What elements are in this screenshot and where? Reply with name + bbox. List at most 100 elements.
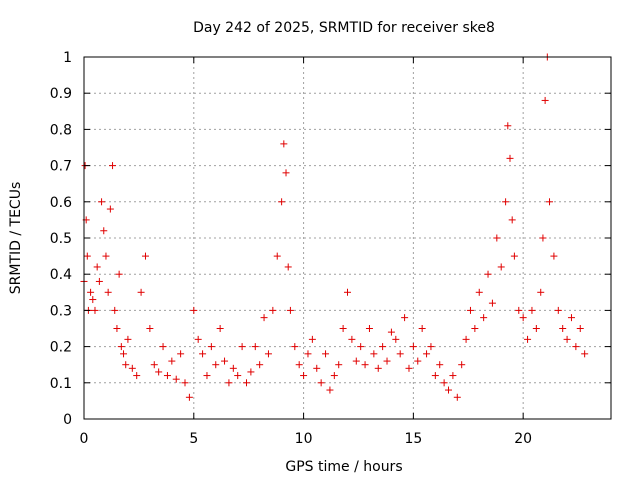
data-point	[133, 372, 141, 380]
data-point	[100, 227, 108, 235]
data-point	[280, 140, 288, 148]
data-point	[128, 364, 136, 372]
data-point	[273, 252, 281, 260]
data-point	[300, 372, 308, 380]
data-point	[295, 361, 303, 369]
x-axis-label: GPS time / hours	[285, 459, 402, 475]
axis-ticks-layer	[83, 56, 611, 420]
data-point	[427, 343, 435, 351]
data-point	[396, 350, 404, 358]
data-point	[546, 198, 554, 206]
data-point	[115, 270, 123, 278]
data-point	[383, 357, 391, 365]
data-point	[528, 306, 536, 314]
data-point	[414, 357, 422, 365]
data-point	[510, 252, 518, 260]
data-point	[537, 288, 545, 296]
data-point	[581, 350, 589, 358]
data-point	[519, 314, 527, 322]
data-point	[392, 335, 400, 343]
data-point	[124, 335, 132, 343]
chart-title: Day 242 of 2025, SRMTID for receiver ske…	[193, 20, 495, 36]
data-point	[550, 252, 558, 260]
data-point	[247, 368, 255, 376]
grid-layer	[84, 57, 611, 419]
data-point	[181, 379, 189, 387]
data-point	[229, 364, 237, 372]
data-point	[308, 335, 316, 343]
y-tick-label: 0.3	[50, 303, 72, 319]
data-point	[515, 306, 523, 314]
data-point	[120, 350, 128, 358]
data-point	[445, 386, 453, 394]
data-point	[87, 288, 95, 296]
data-point	[431, 372, 439, 380]
data-point	[238, 343, 246, 351]
data-point	[194, 335, 202, 343]
data-point	[466, 306, 474, 314]
data-point	[497, 263, 505, 271]
data-point	[480, 314, 488, 322]
data-point	[539, 234, 547, 242]
data-point	[440, 379, 448, 387]
data-point	[409, 343, 417, 351]
data-point	[109, 162, 117, 170]
data-point	[91, 306, 99, 314]
data-point	[488, 299, 496, 307]
data-point	[286, 306, 294, 314]
data-point	[326, 386, 334, 394]
data-point	[83, 252, 91, 260]
data-point	[106, 205, 114, 213]
data-point	[475, 288, 483, 296]
y-tick-label: 1	[63, 50, 72, 66]
data-point	[155, 368, 163, 376]
y-tick-label: 0.2	[50, 340, 72, 356]
data-point	[449, 372, 457, 380]
y-tick-label: 0.5	[50, 231, 72, 247]
data-point	[370, 350, 378, 358]
data-point	[141, 252, 149, 260]
data-point	[365, 325, 373, 332]
data-point	[348, 335, 356, 343]
data-point	[225, 379, 233, 387]
data-point	[484, 270, 492, 278]
data-point	[137, 288, 145, 296]
data-point	[150, 361, 158, 369]
data-point	[93, 263, 101, 271]
data-point	[98, 198, 106, 206]
data-point	[405, 364, 413, 372]
data-point	[352, 357, 360, 365]
data-point	[89, 296, 97, 304]
data-point	[462, 335, 470, 343]
data-point	[251, 343, 259, 351]
data-point	[168, 357, 176, 365]
x-tick-label: 10	[295, 431, 313, 447]
data-point	[216, 325, 224, 332]
data-point	[418, 325, 426, 332]
y-tick-label: 0.4	[50, 267, 72, 283]
data-point	[563, 335, 571, 343]
data-point	[493, 234, 501, 242]
data-point	[282, 169, 290, 177]
data-point	[502, 198, 510, 206]
data-point	[260, 314, 268, 322]
x-tick-label: 20	[514, 431, 532, 447]
data-point	[256, 361, 264, 369]
data-point	[576, 325, 584, 332]
data-point	[554, 306, 562, 314]
data-point	[159, 343, 167, 351]
y-tick-label: 0	[63, 412, 72, 428]
x-tick-label: 0	[80, 431, 89, 447]
data-point	[458, 361, 466, 369]
data-point	[95, 277, 103, 285]
data-point	[185, 393, 193, 401]
data-point	[572, 343, 580, 351]
data-point	[524, 335, 532, 343]
data-point	[344, 288, 351, 296]
data-point	[559, 325, 567, 332]
data-point	[234, 372, 242, 380]
data-point	[357, 343, 365, 351]
data-point	[379, 343, 387, 351]
data-point	[313, 364, 321, 372]
